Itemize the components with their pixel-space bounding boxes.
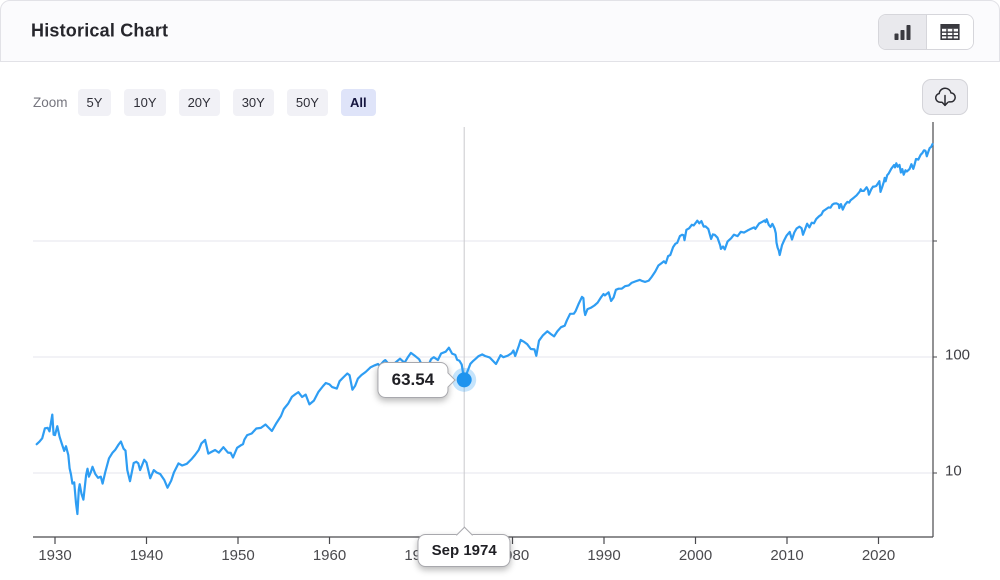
table-view-button[interactable] bbox=[926, 15, 973, 49]
range-button-5y[interactable]: 5Y bbox=[77, 89, 112, 116]
zoom-toolbar: Zoom 5Y 10Y 20Y 30Y 50Y All bbox=[33, 89, 389, 116]
x-axis-label-2010: 2010 bbox=[770, 547, 803, 564]
cloud-download-icon bbox=[935, 87, 956, 107]
x-axis-label-1930: 1930 bbox=[38, 547, 71, 564]
table-icon bbox=[940, 23, 960, 40]
selected-point-marker bbox=[456, 372, 472, 388]
price-chart: 1930194019501960197019801990200020102020… bbox=[33, 122, 970, 564]
bar-chart-icon bbox=[894, 25, 911, 40]
x-axis-label-1990: 1990 bbox=[587, 547, 620, 564]
date-tooltip: Sep 1974 bbox=[417, 534, 511, 567]
x-axis-label-1960: 1960 bbox=[313, 547, 346, 564]
x-axis-label-2000: 2000 bbox=[679, 547, 712, 564]
y-axis-label-10: 10 bbox=[945, 463, 962, 480]
range-button-all[interactable]: All bbox=[340, 89, 376, 116]
zoom-label: Zoom bbox=[33, 95, 68, 110]
page-title: Historical Chart bbox=[31, 20, 169, 41]
download-button[interactable] bbox=[922, 79, 968, 115]
y-axis-label-100: 100 bbox=[945, 347, 970, 364]
view-toggle bbox=[878, 14, 974, 50]
range-button-20y[interactable]: 20Y bbox=[178, 89, 220, 116]
chart-section: Zoom 5Y 10Y 20Y 30Y 50Y All 1930 1940 1950 1960 1… bbox=[0, 62, 1000, 580]
value-tooltip-text: 63.54 bbox=[391, 369, 435, 389]
chart-view-button[interactable] bbox=[879, 15, 926, 49]
card-header: Historical Chart bbox=[0, 0, 1000, 62]
range-button-30y[interactable]: 30Y bbox=[232, 89, 274, 116]
range-button-10y[interactable]: 10Y bbox=[124, 89, 166, 116]
value-tooltip: 63.54 bbox=[377, 361, 449, 398]
price-line bbox=[35, 143, 934, 516]
date-tooltip-text: Sep 1974 bbox=[431, 542, 497, 559]
x-axis-label-1940: 1940 bbox=[130, 547, 163, 564]
range-button-50y[interactable]: 50Y bbox=[286, 89, 328, 116]
x-axis-label-2020: 2020 bbox=[862, 547, 895, 564]
x-axis-label-1950: 1950 bbox=[221, 547, 254, 564]
range-buttons: 5Y 10Y 20Y 30Y 50Y All bbox=[77, 89, 389, 116]
